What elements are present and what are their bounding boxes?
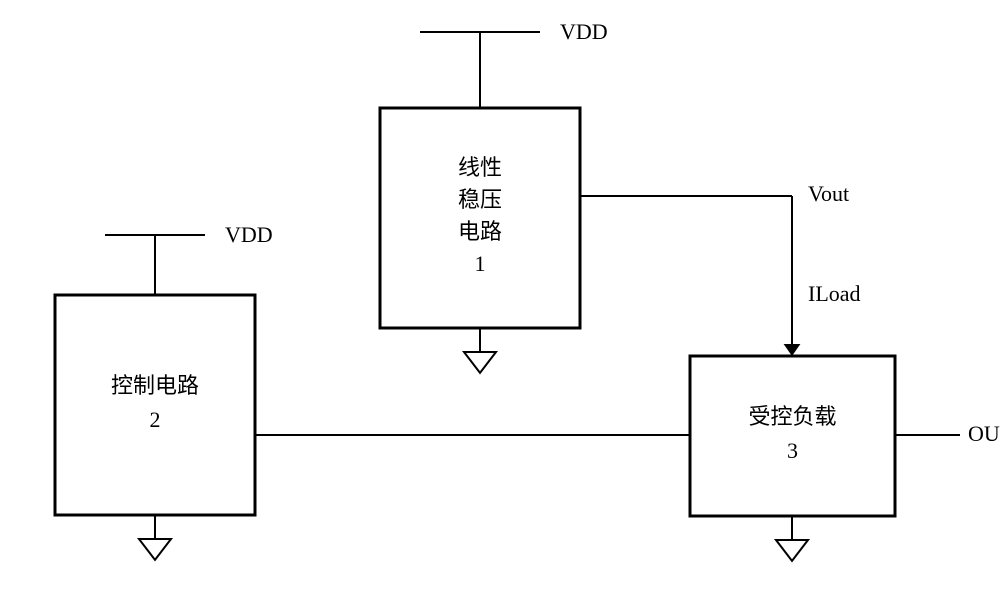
control-block [55, 295, 255, 515]
svg-text:控制电路: 控制电路 [111, 373, 199, 398]
svg-text:受控负载: 受控负载 [748, 404, 836, 429]
svg-text:1: 1 [475, 251, 486, 276]
block-diagram: 线性稳压电路 1 控制电路 2 受控负载 3 VDD VDD Vout ILoad OUT [0, 0, 1000, 606]
svg-text:线性: 线性 [458, 155, 502, 180]
vdd-top-label: VDD [560, 19, 608, 44]
svg-text:稳压: 稳压 [458, 187, 502, 212]
svg-text:2: 2 [150, 407, 161, 432]
load-block [690, 356, 895, 516]
svg-text:电路: 电路 [458, 219, 502, 244]
out-label: OUT [968, 421, 1000, 446]
vdd-left-label: VDD [225, 222, 273, 247]
regulator-block [380, 108, 580, 328]
svg-text:3: 3 [787, 438, 798, 463]
iload-label: ILoad [808, 281, 861, 306]
vout-label: Vout [808, 181, 849, 206]
